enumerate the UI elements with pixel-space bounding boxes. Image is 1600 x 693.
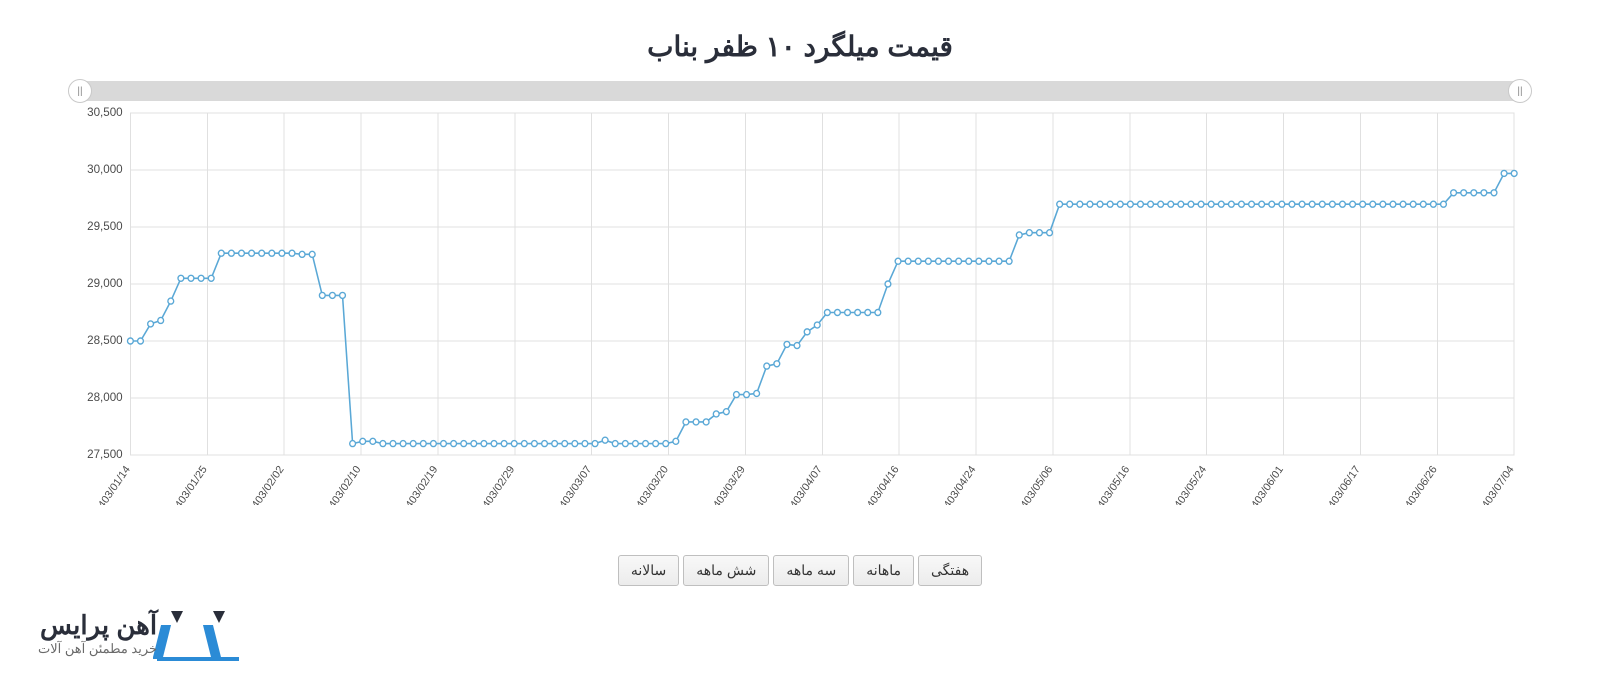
range-button-2[interactable]: سه ماهه xyxy=(773,555,849,586)
svg-text:30,000: 30,000 xyxy=(87,162,123,176)
svg-text:1403/04/07: 1403/04/07 xyxy=(784,464,824,505)
svg-text:1403/02/29: 1403/02/29 xyxy=(477,464,517,505)
svg-text:29,000: 29,000 xyxy=(87,276,123,290)
svg-text:1403/03/07: 1403/03/07 xyxy=(554,464,594,505)
svg-text:1403/02/10: 1403/02/10 xyxy=(323,464,363,505)
svg-text:1403/06/01: 1403/06/01 xyxy=(1246,464,1286,505)
svg-text:1403/04/16: 1403/04/16 xyxy=(861,464,901,505)
range-button-0[interactable]: هفتگی xyxy=(918,555,982,586)
svg-text:27,500: 27,500 xyxy=(87,447,123,461)
svg-text:1403/06/17: 1403/06/17 xyxy=(1323,464,1363,505)
chart-title: قیمت میلگرد ۱۰ ظفر بناب xyxy=(0,0,1600,81)
svg-text:1403/03/29: 1403/03/29 xyxy=(708,464,748,505)
svg-text:1403/04/24: 1403/04/24 xyxy=(938,464,978,505)
price-chart-svg: 27,500 28,000 28,500 29,000 29,500 30,000 30,5… xyxy=(80,105,1520,505)
svg-text:1403/03/20: 1403/03/20 xyxy=(631,464,671,505)
svg-text:1403/01/14: 1403/01/14 xyxy=(93,464,133,505)
svg-text:1403/01/25: 1403/01/25 xyxy=(169,464,209,505)
svg-text:1403/05/06: 1403/05/06 xyxy=(1015,464,1055,505)
svg-text:1403/02/02: 1403/02/02 xyxy=(246,464,286,505)
range-button-4[interactable]: سالانه xyxy=(618,555,679,586)
svg-text:1403/07/04: 1403/07/04 xyxy=(1476,464,1516,505)
svg-text:30,500: 30,500 xyxy=(87,105,123,119)
svg-text:28,500: 28,500 xyxy=(87,333,123,347)
navigator-handle-left[interactable]: || xyxy=(68,79,92,103)
svg-text:1403/02/19: 1403/02/19 xyxy=(400,464,440,505)
range-navigator[interactable]: || || xyxy=(80,81,1520,101)
range-button-1[interactable]: ماهانه xyxy=(853,555,914,586)
brand-name: آهن پرایس xyxy=(38,610,157,641)
brand-logo-icon xyxy=(153,601,243,665)
range-button-3[interactable]: شش ماهه xyxy=(683,555,769,586)
svg-text:1403/05/24: 1403/05/24 xyxy=(1169,464,1209,505)
svg-text:28,000: 28,000 xyxy=(87,390,123,404)
navigator-handle-right[interactable]: || xyxy=(1508,79,1532,103)
svg-text:29,500: 29,500 xyxy=(87,219,123,233)
svg-text:1403/05/16: 1403/05/16 xyxy=(1092,464,1132,505)
price-chart: 27,500 28,000 28,500 29,000 29,500 30,000 30,5… xyxy=(80,105,1520,505)
brand-tagline: خرید مطمئن آهن آلات xyxy=(38,641,157,657)
brand-logo: آهن پرایس خرید مطمئن آهن آلات xyxy=(38,601,243,665)
range-button-group: هفتگیماهانهسه ماههشش ماههسالانه xyxy=(0,555,1600,586)
svg-text:1403/06/26: 1403/06/26 xyxy=(1399,464,1439,505)
